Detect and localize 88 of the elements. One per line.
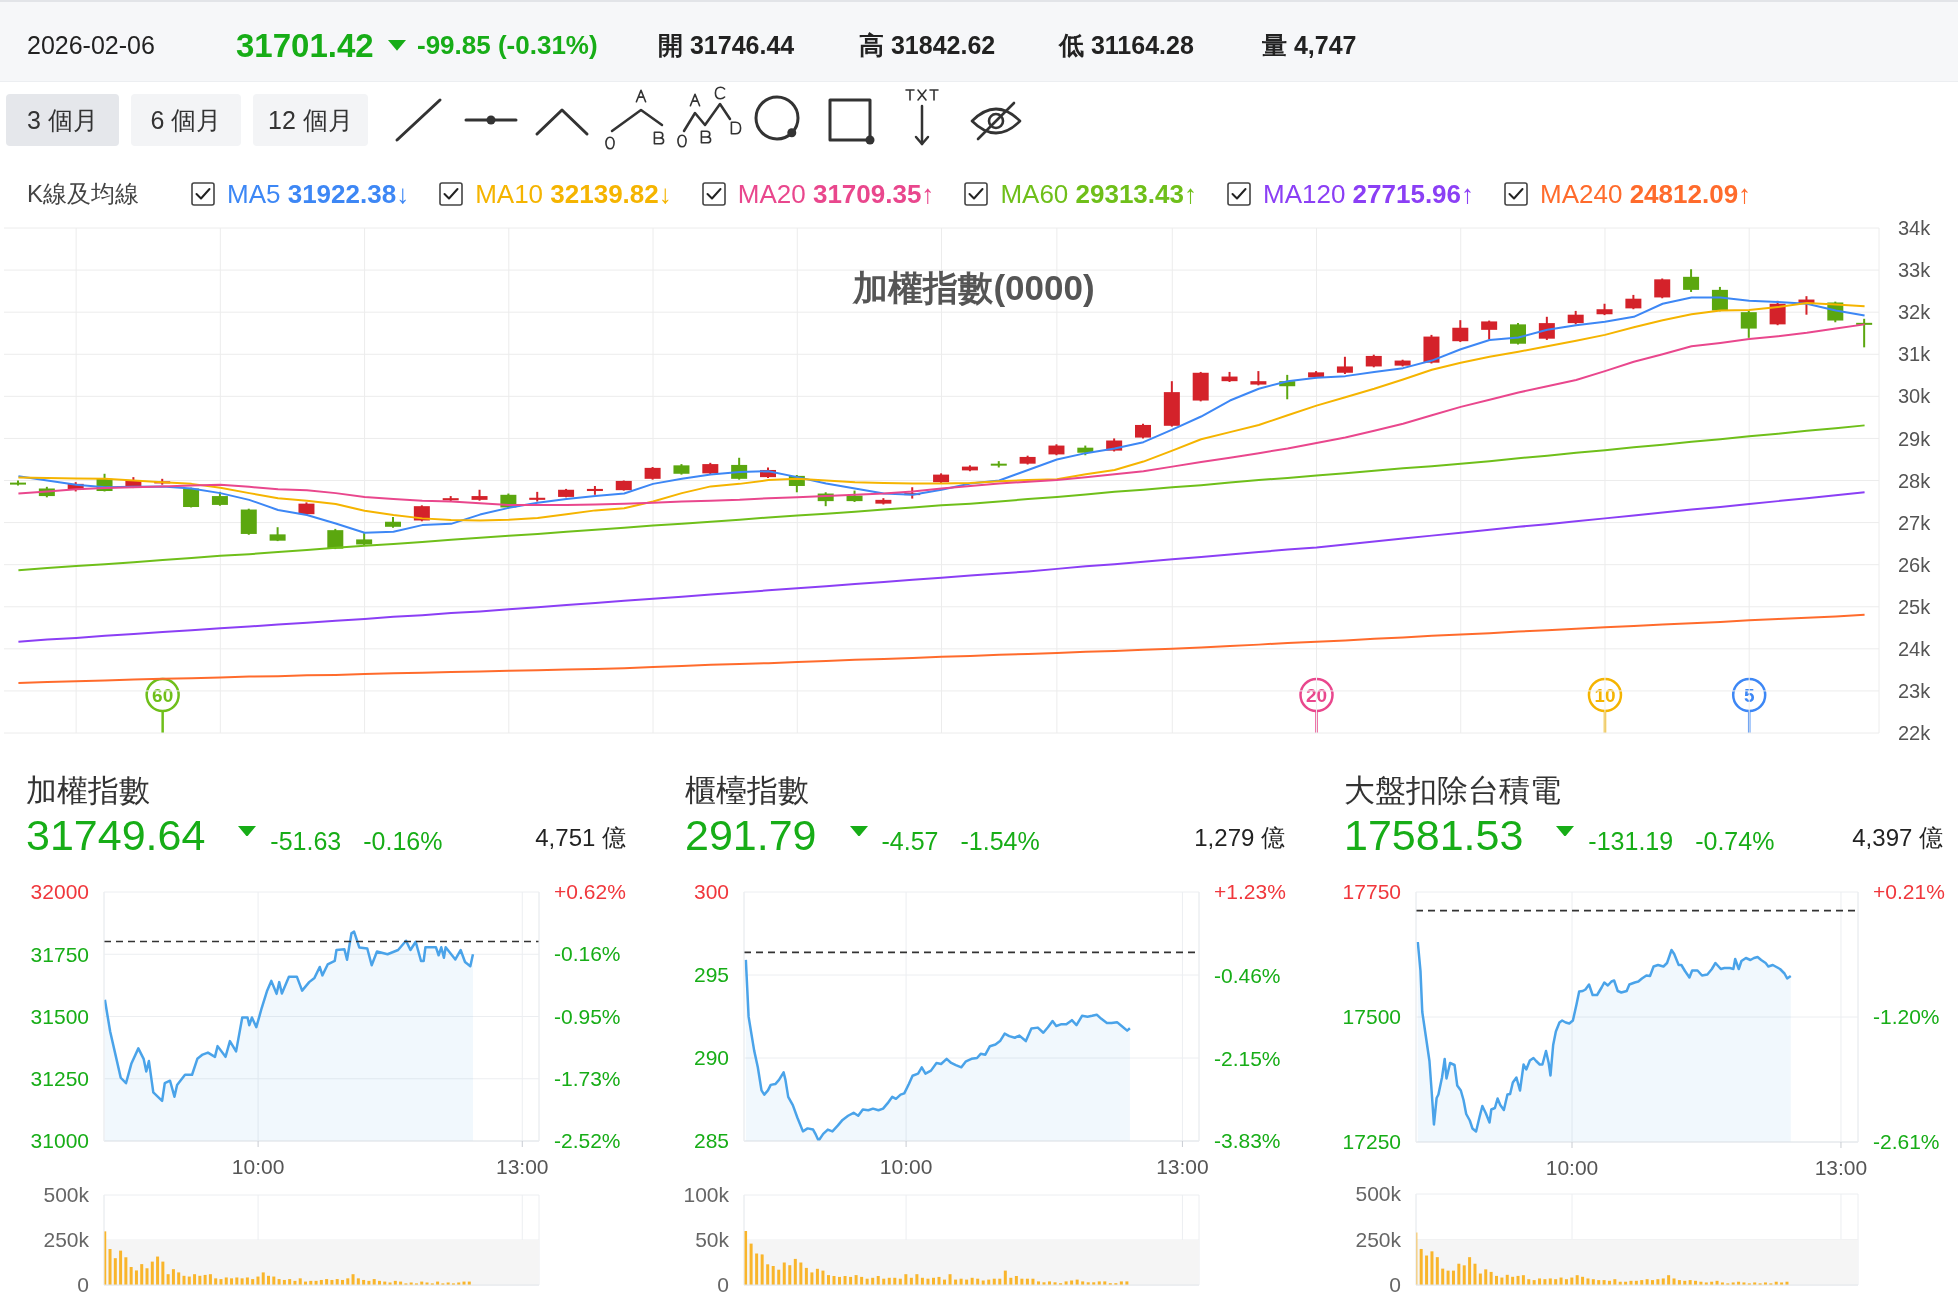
text: MA60 29313.43↑	[1000, 178, 1197, 209]
annotation: 20	[1305, 684, 1328, 706]
y2-tick-label: -3.83%	[1214, 1129, 1281, 1153]
text: 2026-02-06	[27, 30, 155, 59]
text: 4,397 億	[1852, 824, 1943, 851]
chart-title: 大盤扣除台積電	[1344, 773, 1561, 808]
y2-tick-label: -1.73%	[554, 1066, 621, 1090]
y-tick-label: 0	[77, 1273, 89, 1297]
text: 4,751 億	[535, 824, 626, 851]
y2-tick-label: +0.62%	[554, 880, 626, 904]
text: 31749.64	[26, 811, 206, 859]
text: -0.16%	[363, 827, 443, 855]
x-tick-label: 10:00	[1545, 1155, 1599, 1179]
y-tick-label: 17500	[1342, 1005, 1401, 1029]
y2-tick-label: -1.20%	[1873, 1005, 1940, 1029]
y-tick-label: 50k	[695, 1228, 730, 1252]
y-tick-label: 26k	[1898, 553, 1932, 576]
y-tick-label: 17250	[1342, 1130, 1401, 1154]
y-tick-label: 285	[693, 1129, 729, 1153]
text: 低 31164.28	[1059, 30, 1194, 59]
text: MA20 31709.35↑	[737, 178, 935, 209]
y-tick-label: 24k	[1898, 637, 1932, 660]
text: 31701.42	[236, 26, 374, 64]
text: 17581.53	[1344, 811, 1524, 859]
y-tick-label: 30k	[1898, 385, 1932, 408]
y2-tick-label: -0.16%	[554, 942, 621, 966]
y-tick-label: 250k	[1355, 1227, 1402, 1251]
y2-tick-label: +0.21%	[1873, 880, 1945, 904]
text: 12 個月	[268, 104, 353, 136]
text: 6 個月	[150, 104, 222, 136]
y-tick-label: 32000	[30, 880, 89, 904]
text: MA10 32139.82↓	[475, 178, 672, 209]
y-tick-label: 100k	[683, 1183, 730, 1207]
y-tick-label: 250k	[43, 1228, 90, 1252]
y2-tick-label: -0.95%	[554, 1004, 621, 1028]
legend-title: K線及均線	[27, 180, 140, 207]
text: 3 個月	[27, 104, 98, 136]
text: -4.57	[881, 827, 939, 855]
text: 291.79	[685, 811, 817, 859]
text: -0.74%	[1695, 827, 1775, 855]
x-tick-label: 10:00	[879, 1154, 933, 1178]
annotation: 10	[1594, 684, 1616, 706]
text: MA5 31922.38↓	[227, 178, 410, 209]
annotation: 5	[1743, 684, 1755, 706]
y-tick-label: 34k	[1898, 217, 1932, 240]
text: 1,279 億	[1194, 824, 1285, 851]
x-tick-label: 13:00	[1156, 1154, 1209, 1178]
text: -1.54%	[960, 827, 1040, 855]
text: -131.19	[1588, 827, 1674, 855]
y-tick-label: 29k	[1898, 427, 1932, 450]
text: 加權指數(0000)	[853, 268, 1095, 307]
y-tick-label: 0	[717, 1273, 729, 1297]
text: -51.63	[270, 827, 342, 855]
y-tick-label: 31500	[30, 1004, 89, 1028]
text: 量 4,747	[1262, 30, 1357, 59]
y-tick-label: 33k	[1898, 259, 1932, 282]
y-tick-label: 290	[693, 1046, 729, 1070]
text: MA240 24812.09↑	[1540, 178, 1752, 209]
y2-tick-label: +1.23%	[1214, 880, 1286, 904]
y-tick-label: 31750	[30, 942, 89, 966]
y-tick-label: 32k	[1898, 301, 1932, 324]
y-tick-label: 31000	[30, 1129, 89, 1153]
chart-title: 櫃檯指數	[685, 773, 809, 808]
y2-tick-label: -0.46%	[1214, 963, 1281, 987]
text: 高 31842.62	[859, 30, 996, 59]
y-tick-label: 31k	[1898, 343, 1932, 366]
x-tick-label: 13:00	[1814, 1155, 1868, 1179]
y-tick-label: 23k	[1898, 680, 1932, 703]
y-tick-label: 28k	[1898, 469, 1932, 492]
y-tick-label: 300	[693, 880, 729, 904]
y-tick-label: 17750	[1342, 880, 1401, 904]
y-tick-label: 27k	[1898, 511, 1932, 534]
y-tick-label: 25k	[1898, 595, 1932, 618]
text: -99.85 (-0.31%)	[417, 30, 598, 60]
y-tick-label: 31250	[30, 1067, 89, 1091]
chart-title: 加權指數	[26, 773, 150, 808]
y-tick-label: 22k	[1898, 722, 1932, 745]
y2-tick-label: -2.15%	[1214, 1046, 1281, 1070]
y-tick-label: 0	[1389, 1273, 1401, 1297]
y-tick-label: 500k	[43, 1183, 90, 1207]
x-tick-label: 13:00	[495, 1154, 549, 1178]
y-tick-label: 500k	[1355, 1182, 1402, 1206]
y2-tick-label: -2.52%	[554, 1129, 621, 1153]
y-tick-label: 295	[693, 963, 729, 987]
annotation: 60	[152, 684, 174, 706]
y2-tick-label: -2.61%	[1873, 1130, 1940, 1154]
text: MA120 27715.96↑	[1262, 178, 1475, 209]
text: 開 31746.44	[658, 30, 795, 59]
